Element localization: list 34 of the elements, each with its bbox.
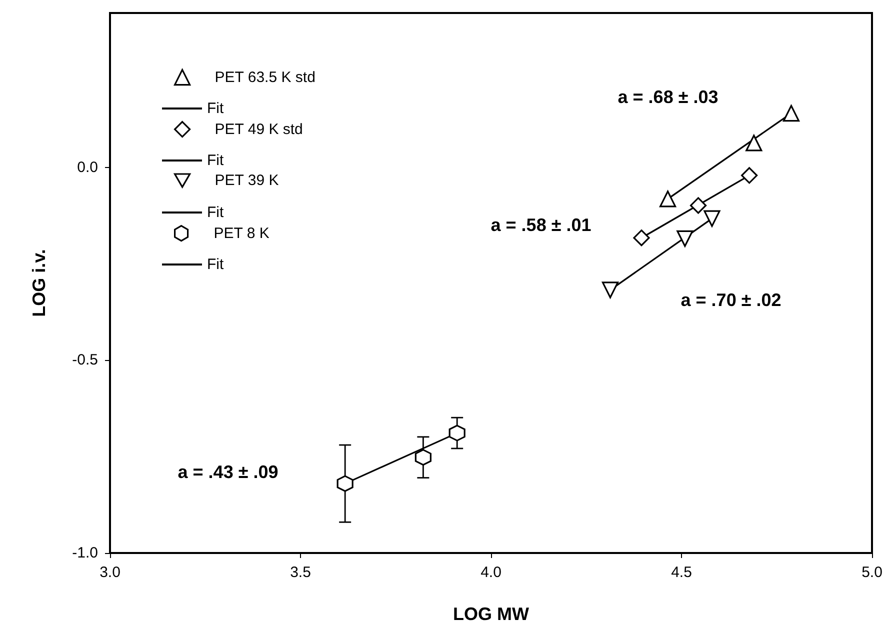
legend-label: Fit: [207, 204, 224, 221]
point: [336, 475, 354, 492]
point: [690, 197, 707, 214]
point: [676, 230, 694, 247]
point: [633, 230, 650, 246]
y-tick-label: -0.5: [72, 352, 98, 369]
point: [659, 190, 676, 208]
legend-label: PET 63.5 K std: [214, 68, 316, 86]
y-axis-title: LOG i.v.: [29, 249, 49, 317]
x-tick-label: 4.0: [480, 564, 502, 581]
point: [746, 134, 762, 152]
point: [741, 167, 758, 184]
annotation: a = .70 ± .02: [680, 290, 782, 310]
legend-label: PET 49 K std: [214, 120, 303, 138]
legend-label: Fit: [207, 256, 224, 273]
annotation: a = .58 ± .01: [490, 215, 592, 235]
point: [448, 424, 466, 442]
x-axis-title: LOG MW: [453, 604, 529, 624]
legend-label: PET 39 K: [214, 172, 279, 189]
annotation: a = .43 ± .09: [178, 462, 278, 482]
x-tick-label: 4.5: [671, 564, 692, 581]
legend-label: Fit: [207, 152, 224, 169]
point: [704, 210, 720, 227]
point: [782, 104, 800, 122]
annotation: a = .68 ± .03: [618, 87, 718, 107]
point: [414, 449, 432, 466]
point: [602, 282, 619, 298]
legend-label: Fit: [207, 100, 224, 117]
x-tick-label: 5.0: [862, 564, 882, 581]
legend-label: PET 8 K: [214, 224, 270, 242]
x-tick-label: 3.0: [100, 564, 120, 581]
y-tick-label: 0.0: [77, 158, 98, 176]
x-tick-label: 3.5: [290, 564, 311, 581]
y-tick-label: -1.0: [72, 544, 98, 562]
